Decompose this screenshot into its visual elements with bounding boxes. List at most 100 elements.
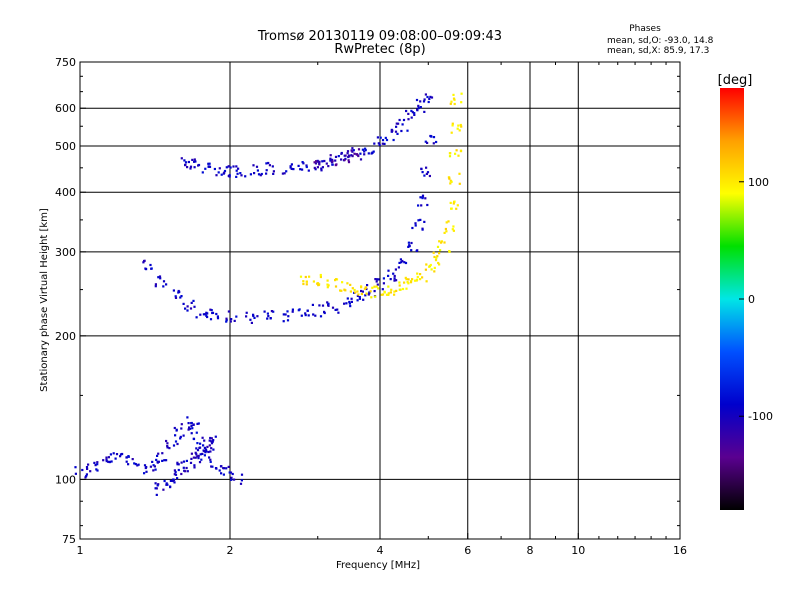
data-point xyxy=(410,241,413,245)
data-point xyxy=(334,159,337,162)
data-point xyxy=(321,160,324,163)
data-point xyxy=(195,447,198,450)
data-point xyxy=(265,169,268,172)
data-point xyxy=(208,162,211,165)
data-point xyxy=(456,204,459,207)
data-point xyxy=(301,168,304,171)
data-point xyxy=(395,125,398,128)
data-point xyxy=(452,93,455,96)
data-point xyxy=(403,281,406,284)
data-point xyxy=(166,445,169,448)
data-point xyxy=(182,302,185,305)
data-point xyxy=(157,276,160,279)
data-point xyxy=(430,96,434,99)
data-point xyxy=(240,479,243,482)
data-point xyxy=(411,111,414,114)
data-point xyxy=(145,470,148,473)
data-point xyxy=(398,284,401,287)
data-point xyxy=(133,462,136,465)
data-point xyxy=(364,149,367,152)
data-point xyxy=(459,123,462,127)
data-point xyxy=(208,456,211,459)
data-point xyxy=(425,263,428,266)
colorbar-tick-label: 0 xyxy=(748,293,755,306)
data-point xyxy=(398,288,401,291)
data-point xyxy=(346,297,349,300)
data-point xyxy=(435,256,438,259)
data-point xyxy=(419,196,422,199)
data-point xyxy=(421,194,425,197)
data-point xyxy=(194,456,197,459)
data-point xyxy=(314,168,317,171)
data-point xyxy=(417,204,420,207)
data-point xyxy=(302,282,305,286)
data-point xyxy=(156,484,159,487)
data-point xyxy=(232,165,235,168)
data-point xyxy=(173,473,176,476)
data-point xyxy=(321,304,325,307)
data-point xyxy=(409,281,413,284)
x-tick-label: 2 xyxy=(227,544,234,557)
data-point xyxy=(197,422,200,425)
data-point xyxy=(272,170,275,173)
data-point xyxy=(240,473,244,476)
data-point xyxy=(196,442,199,445)
y-tick-label: 500 xyxy=(55,140,76,153)
data-point xyxy=(180,157,183,160)
data-point xyxy=(263,310,266,313)
data-point xyxy=(323,311,326,315)
data-point xyxy=(166,442,169,445)
data-point xyxy=(373,142,376,145)
data-point xyxy=(213,167,216,171)
data-point xyxy=(450,207,453,210)
data-point xyxy=(452,225,455,228)
data-point xyxy=(405,287,408,290)
data-point xyxy=(189,167,192,170)
data-point xyxy=(81,468,84,472)
data-point xyxy=(348,302,351,305)
data-point xyxy=(393,290,396,293)
data-point xyxy=(193,158,196,161)
data-point xyxy=(168,447,171,450)
data-point xyxy=(187,428,190,431)
data-point xyxy=(191,158,194,161)
data-point xyxy=(416,272,419,275)
data-point xyxy=(347,159,350,162)
data-point xyxy=(199,453,202,456)
data-point xyxy=(192,437,196,441)
data-point xyxy=(424,197,427,200)
data-point xyxy=(110,460,113,463)
data-point xyxy=(370,296,373,299)
data-point xyxy=(422,100,426,103)
data-point xyxy=(193,160,196,163)
data-point xyxy=(231,472,234,476)
data-point xyxy=(291,310,294,313)
data-point xyxy=(222,473,225,476)
data-point xyxy=(199,313,202,316)
data-point xyxy=(199,442,202,445)
data-point xyxy=(358,297,361,300)
data-point xyxy=(319,315,323,318)
data-point xyxy=(379,136,382,139)
data-point xyxy=(413,279,417,282)
data-point xyxy=(157,452,160,455)
data-point xyxy=(259,174,262,177)
data-point xyxy=(312,313,315,316)
data-point xyxy=(96,461,99,464)
data-point xyxy=(408,245,411,248)
data-point xyxy=(395,279,398,282)
data-point xyxy=(87,463,90,466)
data-point xyxy=(414,222,417,225)
data-point xyxy=(177,291,180,294)
data-point xyxy=(450,131,453,134)
data-point xyxy=(184,307,187,310)
data-point xyxy=(218,167,221,170)
data-point xyxy=(305,165,308,169)
data-point xyxy=(216,317,220,320)
data-point xyxy=(154,283,157,286)
data-point xyxy=(414,224,417,227)
data-point xyxy=(340,152,343,155)
data-point xyxy=(327,165,330,168)
data-point xyxy=(253,316,256,319)
data-point xyxy=(157,460,160,463)
